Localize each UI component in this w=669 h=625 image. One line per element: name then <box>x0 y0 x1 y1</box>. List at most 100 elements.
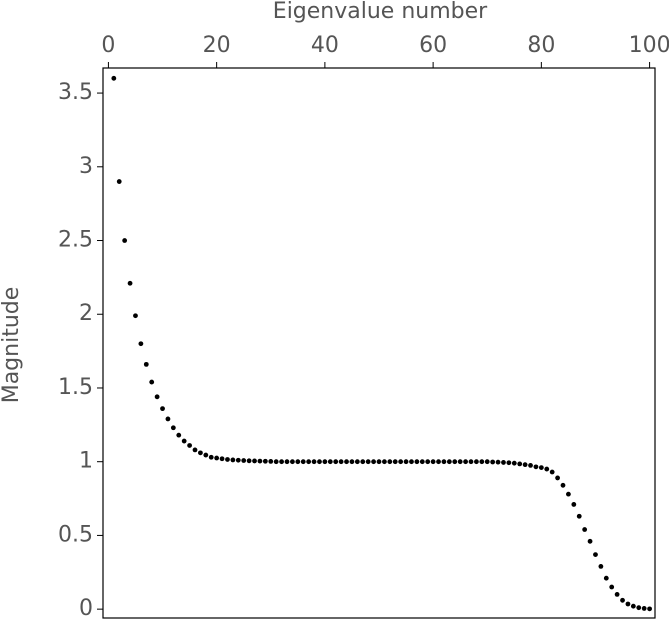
point <box>517 461 523 467</box>
point <box>241 458 247 463</box>
point <box>647 606 652 612</box>
point <box>127 280 133 286</box>
point <box>170 425 176 431</box>
point <box>225 457 230 462</box>
point <box>252 458 257 464</box>
point <box>441 459 447 465</box>
point <box>165 416 171 422</box>
point <box>214 455 220 461</box>
y-tick-label: 2 <box>79 301 93 326</box>
point <box>636 605 642 611</box>
point <box>311 459 317 465</box>
point <box>279 459 284 465</box>
point <box>327 459 333 465</box>
point <box>392 459 398 465</box>
point <box>198 450 203 456</box>
point <box>365 459 371 465</box>
point <box>614 592 620 597</box>
point <box>235 457 241 463</box>
point <box>419 459 425 465</box>
point <box>609 584 615 590</box>
point <box>246 458 252 464</box>
point <box>344 459 349 465</box>
y-tick-label: 1 <box>79 449 93 474</box>
point <box>452 459 458 465</box>
point <box>587 538 593 544</box>
point <box>376 459 382 465</box>
point <box>566 491 571 497</box>
point <box>641 606 647 611</box>
point <box>538 465 544 470</box>
point <box>181 438 187 444</box>
point <box>479 459 485 465</box>
x-tick-label: 80 <box>527 33 555 58</box>
point <box>257 458 263 464</box>
point <box>560 482 566 488</box>
y-tick-label: 0.5 <box>58 522 93 547</box>
point <box>490 459 496 465</box>
y-tick-label: 1.5 <box>58 375 93 400</box>
point <box>268 459 274 464</box>
point <box>354 459 360 465</box>
point <box>116 179 122 184</box>
point <box>576 513 582 519</box>
point <box>603 575 609 581</box>
y-axis-label: Magnitude <box>0 287 24 404</box>
point <box>122 238 128 243</box>
point <box>149 379 155 385</box>
point <box>176 432 182 438</box>
point <box>317 459 322 465</box>
point <box>230 457 236 463</box>
point <box>533 464 539 470</box>
point <box>511 460 517 466</box>
x-axis-label: Eigenvalue number <box>273 0 488 24</box>
point <box>506 460 512 466</box>
point <box>403 459 409 465</box>
point <box>349 459 355 465</box>
point <box>630 603 636 609</box>
point <box>138 341 144 347</box>
point <box>457 459 463 465</box>
point <box>555 475 560 481</box>
point <box>414 459 420 465</box>
point <box>522 462 528 468</box>
point <box>143 361 149 367</box>
point <box>495 459 501 465</box>
point <box>625 601 631 607</box>
y-tick-label: 0 <box>79 596 93 621</box>
x-tick-label: 20 <box>203 33 231 58</box>
point <box>295 459 301 465</box>
point <box>273 459 279 465</box>
point <box>474 459 479 465</box>
point <box>284 459 290 465</box>
point <box>219 456 225 462</box>
point <box>468 459 474 465</box>
point <box>387 459 393 465</box>
point <box>582 527 588 532</box>
point <box>154 394 160 400</box>
point <box>436 459 441 465</box>
point <box>111 75 117 81</box>
point <box>306 459 312 465</box>
point <box>463 459 468 465</box>
y-tick-label: 3 <box>79 154 93 179</box>
point <box>300 459 306 465</box>
point <box>571 502 577 507</box>
point <box>338 459 344 465</box>
point <box>262 458 268 464</box>
y-tick-label: 3.5 <box>58 80 93 105</box>
point <box>290 459 295 465</box>
x-tick-label: 40 <box>311 33 339 58</box>
point <box>322 459 328 465</box>
point <box>371 459 376 465</box>
point <box>360 459 366 465</box>
point <box>620 597 625 603</box>
x-tick-label: 0 <box>101 33 115 58</box>
plot-frame <box>102 67 656 619</box>
point <box>382 459 387 465</box>
x-tick-label: 60 <box>419 33 447 58</box>
x-tick-label: 100 <box>629 33 669 58</box>
point <box>333 459 339 465</box>
point <box>501 460 506 465</box>
